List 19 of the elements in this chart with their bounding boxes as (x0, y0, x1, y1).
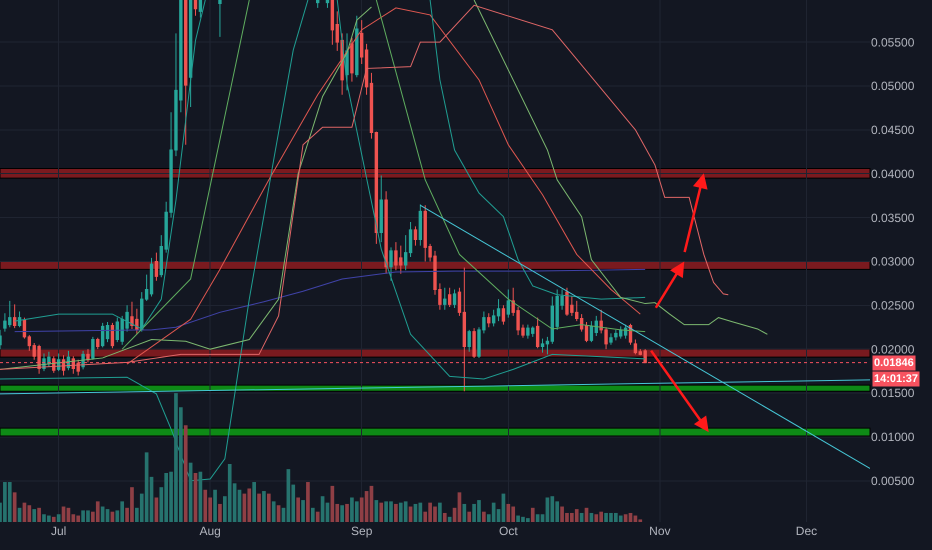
x-tick-label: Dec (796, 524, 818, 538)
y-tick-label: 0.04000 (871, 166, 915, 181)
text: 14:01:37 (874, 373, 918, 385)
x-tick-label: Nov (649, 524, 670, 538)
y-tick-label: 0.03500 (871, 210, 915, 225)
y-tick-label: 0.05500 (871, 35, 915, 50)
x-tick-label: Aug (199, 524, 221, 538)
x-tick-label: Sep (351, 524, 373, 538)
y-tick-label: 0.00500 (871, 474, 915, 488)
ref-line-label: 0.01846 (874, 357, 914, 369)
x-tick-label: Oct (498, 524, 518, 538)
y-tick-label: 0.03000 (871, 254, 915, 269)
y-tick-label: 0.02000 (871, 342, 915, 356)
y-tick-label: 0.02500 (871, 298, 915, 312)
x-tick-label: Jul (50, 524, 66, 538)
y-tick-label: 0.04500 (871, 123, 915, 138)
y-tick-label: 0.01500 (871, 386, 915, 400)
y-tick-label: 0.01000 (871, 430, 915, 444)
y-tick-label: 0.05000 (871, 79, 915, 94)
